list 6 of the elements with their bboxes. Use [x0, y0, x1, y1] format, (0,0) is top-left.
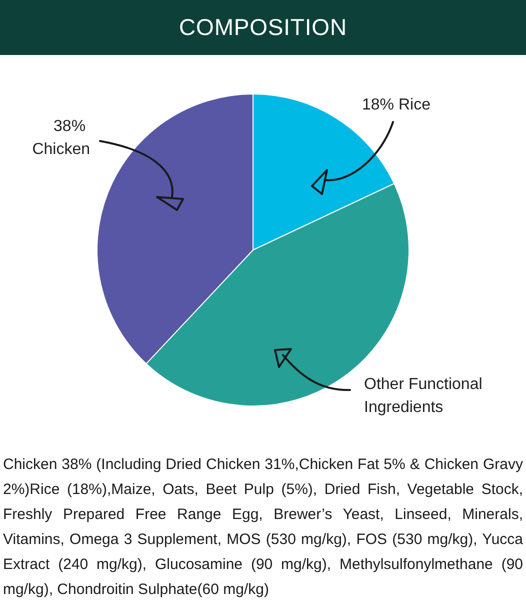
slice-label: Other Functional Ingredients	[364, 376, 487, 416]
data-label: 38%	[54, 118, 90, 135]
slice-label: 18% Rice	[362, 96, 431, 114]
slice-label: Chicken	[32, 141, 90, 158]
text: Chicken 38% (Including Dried Chicken 31%,Chicken Fat 5% & Chicken Gravy 2%)Rice (18%),Maize, Oats, Beet Pulp (5%), Dried Fish, Vegetable Stock, Freshly Prepared Free Range Egg, Brewer’s Yeast, Linseed, Minerals, Vitamins, Omega 3 Supplement, MOS (530 mg/kg), FOS (530 mg/kg), Yucca Extract (240 mg/kg), Glucosamine (90 mg/kg), Methylsulfonylmethane (90 mg/kg), Chondroitin Sulphate(60 mg/kg)	[2, 455, 524, 600]
chart-title: COMPOSITION	[179, 14, 347, 41]
